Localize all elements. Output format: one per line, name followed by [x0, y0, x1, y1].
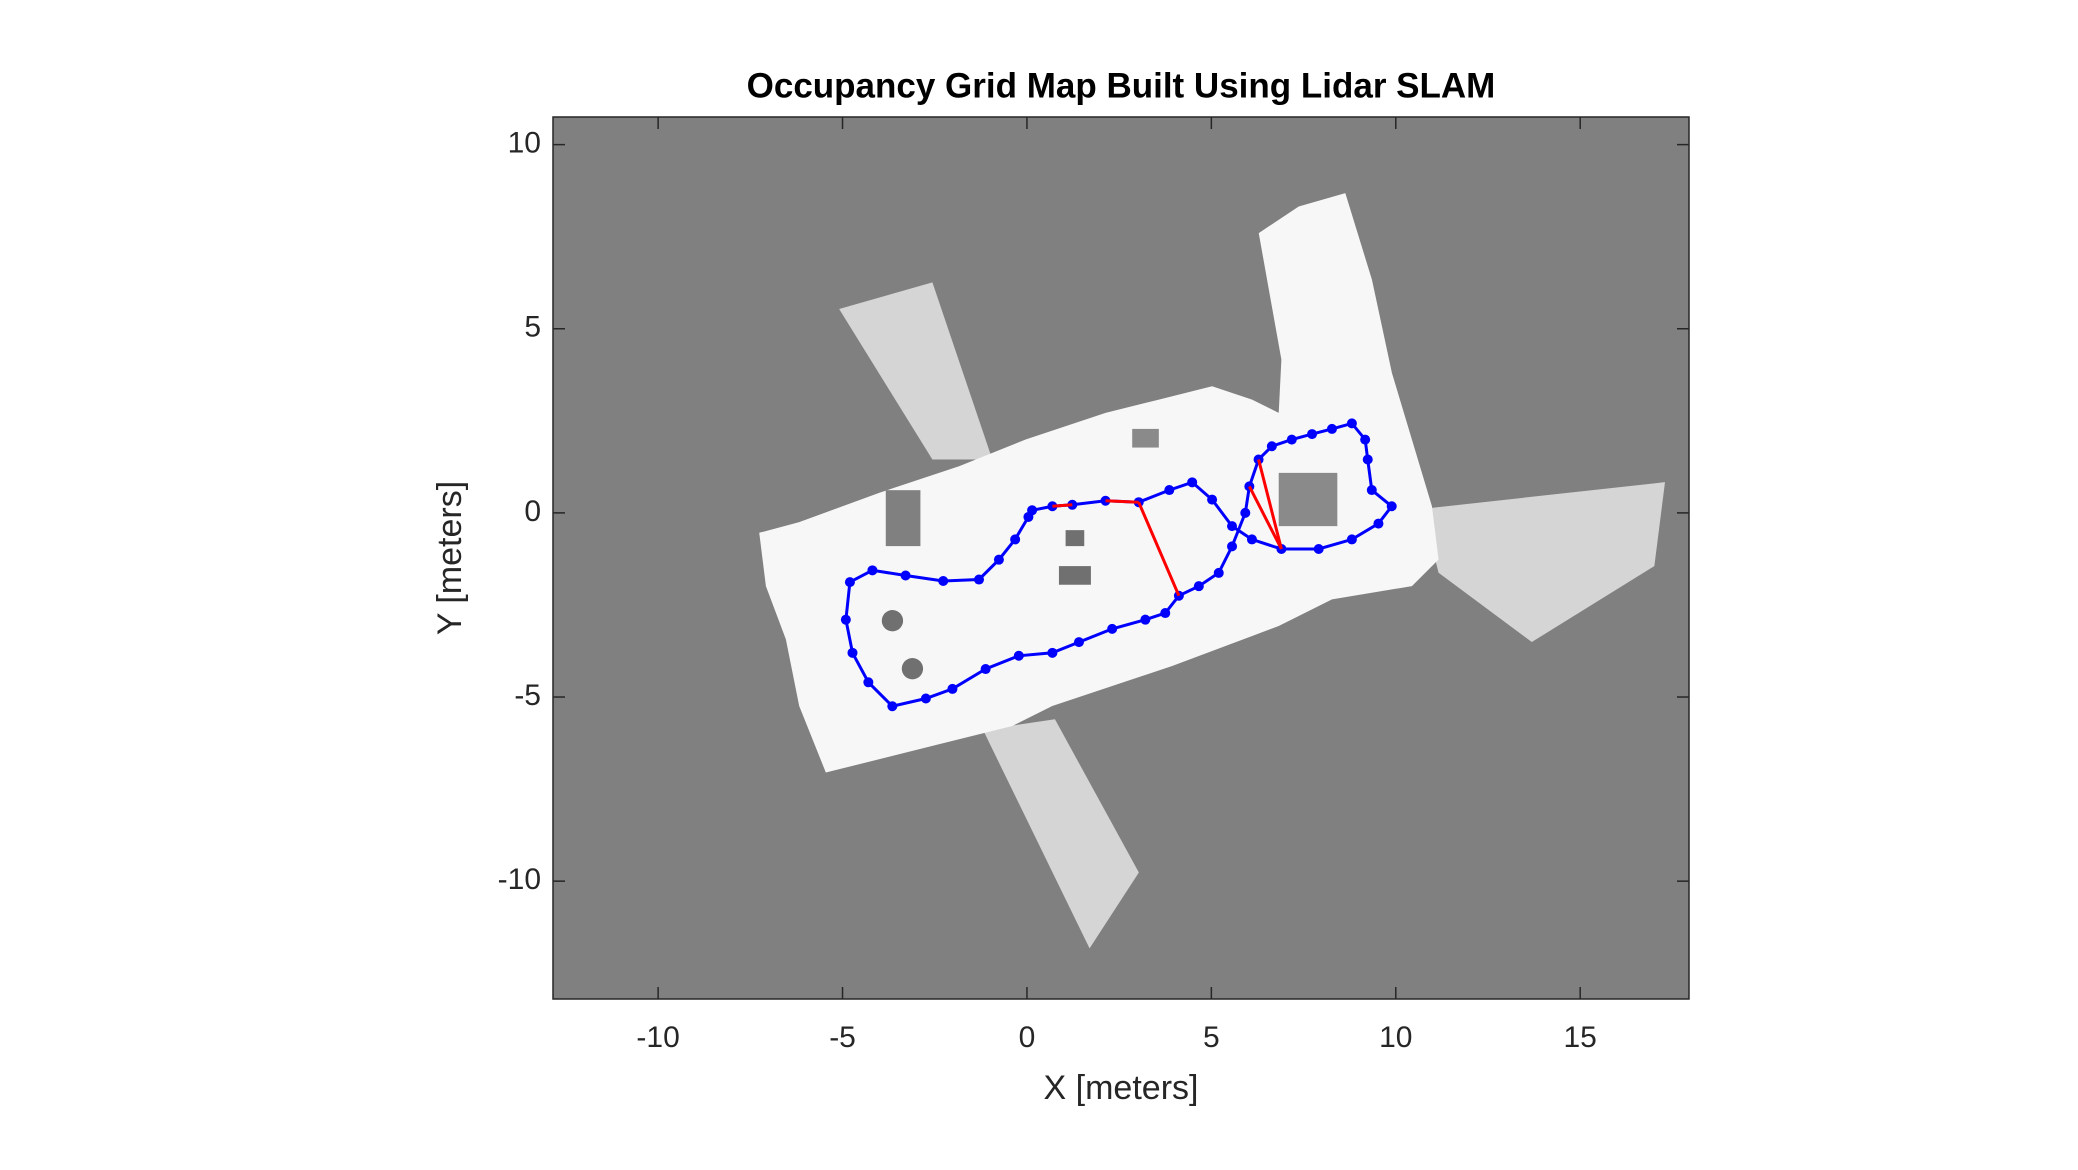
- y-tick-label: 5: [524, 311, 541, 344]
- pose-marker: [1193, 581, 1204, 592]
- pose-marker: [847, 647, 858, 658]
- x-axis-label: X [meters]: [1044, 1069, 1199, 1107]
- obstacle: [881, 610, 904, 632]
- pose-marker: [993, 554, 1004, 565]
- x-tick-label: 5: [1203, 1021, 1220, 1054]
- pose-marker: [887, 701, 898, 712]
- pose-marker: [1326, 423, 1337, 434]
- pose-marker: [1246, 534, 1257, 545]
- pose-marker: [1160, 608, 1171, 619]
- y-tick-label: -5: [514, 679, 541, 712]
- y-tick-label: 10: [508, 127, 541, 160]
- y-axis-label: Y [meters]: [431, 481, 469, 635]
- pose-marker: [980, 664, 991, 675]
- pose-marker: [1313, 543, 1324, 554]
- pose-marker: [1307, 429, 1318, 440]
- pose-marker: [1360, 434, 1371, 445]
- pose-marker: [1164, 485, 1175, 496]
- pose-marker: [1286, 434, 1297, 445]
- obstacle: [1132, 428, 1159, 448]
- pose-marker: [1240, 507, 1251, 518]
- pose-marker: [1346, 534, 1357, 545]
- x-tick-label: -5: [829, 1021, 856, 1054]
- occupancy-map: [759, 193, 1665, 949]
- pose-marker: [1067, 499, 1078, 510]
- pose-marker: [920, 693, 931, 704]
- pose-marker: [1366, 485, 1377, 496]
- pose-marker: [900, 570, 911, 581]
- pose-marker: [1047, 647, 1058, 658]
- trajectory-line: [1052, 459, 1283, 597]
- pose-marker: [1213, 567, 1224, 578]
- scan-fan: [839, 282, 993, 460]
- x-tick-label: 10: [1379, 1021, 1412, 1054]
- obstacle: [1278, 472, 1338, 527]
- pose-marker: [974, 574, 984, 585]
- pose-marker: [844, 577, 855, 588]
- pose-marker: [1073, 637, 1084, 648]
- scan-fan: [983, 719, 1139, 949]
- x-tick-label: 15: [1564, 1021, 1597, 1054]
- pose-marker: [1227, 521, 1238, 532]
- pose-marker: [1362, 454, 1373, 465]
- pose-marker: [1207, 494, 1218, 505]
- pose-marker: [938, 576, 949, 587]
- obstacle: [901, 658, 924, 680]
- obstacle: [885, 490, 921, 547]
- pose-marker: [840, 614, 851, 625]
- chart-title: Occupancy Grid Map Built Using Lidar SLA…: [747, 66, 1496, 105]
- marks: [840, 418, 1397, 712]
- pose-marker: [863, 677, 874, 688]
- pose-marker: [947, 683, 958, 694]
- pose-marker: [1023, 511, 1034, 522]
- obstacle: [1058, 566, 1091, 585]
- axes-box: [552, 116, 1690, 1000]
- pose-marker: [1013, 650, 1024, 661]
- pose-marker: [867, 565, 878, 576]
- pose-marker: [1227, 541, 1238, 552]
- pose-marker: [1140, 614, 1151, 625]
- x-tick-label: -10: [636, 1021, 679, 1054]
- x-tick-label: 0: [1019, 1021, 1036, 1054]
- pose-marker: [1253, 454, 1264, 465]
- pose-marker: [1187, 477, 1198, 488]
- y-tick-label: 0: [524, 495, 541, 528]
- scan-fan: [1422, 482, 1665, 643]
- pose-marker: [1266, 441, 1277, 452]
- pose-marker: [1373, 518, 1384, 529]
- y-tick-label: -10: [498, 863, 541, 896]
- pose-marker: [1107, 623, 1118, 634]
- pose-marker: [1346, 418, 1357, 429]
- pose-marker: [1010, 534, 1021, 545]
- obstacle: [1065, 530, 1085, 547]
- pose-marker: [1386, 501, 1397, 512]
- free-space: [759, 193, 1439, 773]
